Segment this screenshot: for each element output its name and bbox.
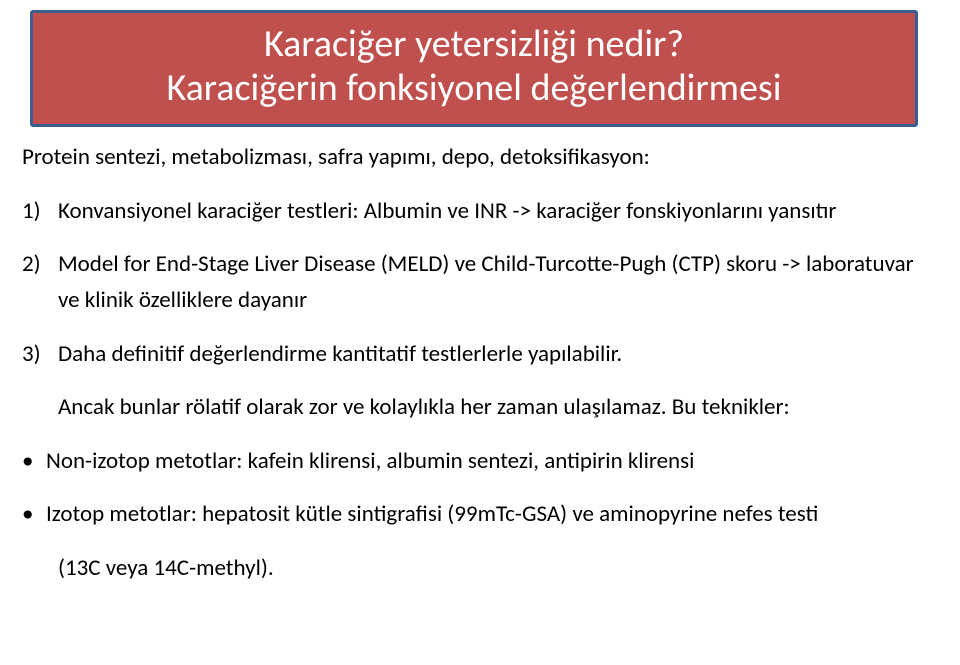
numbered-item-2: 2) Model for End-Stage Liver Disease (ME… — [22, 247, 938, 318]
item-number: 2) — [22, 247, 58, 318]
bullet-mark: • — [22, 497, 46, 533]
title-line-1: Karaciğer yetersizliği nedir? — [45, 23, 903, 67]
bullet-mark: • — [22, 444, 46, 480]
bullet-item-1: • Non-izotop metotlar: kafein klirensi, … — [22, 444, 938, 480]
item-number: 3) — [22, 337, 58, 373]
closing-line: (13C veya 14C-methyl). — [58, 551, 938, 587]
item-text: Daha definitif değerlendirme kantitatif … — [58, 337, 938, 373]
numbered-item-1: 1) Konvansiyonel karaciğer testleri: Alb… — [22, 194, 938, 230]
numbered-item-3: 3) Daha definitif değerlendirme kantitat… — [22, 337, 938, 373]
bullet-text: Izotop metotlar: hepatosit kütle sintigr… — [46, 497, 938, 533]
item-text: Konvansiyonel karaciğer testleri: Albumi… — [58, 194, 938, 230]
bullet-item-2: • Izotop metotlar: hepatosit kütle sinti… — [22, 497, 938, 533]
sentence-line: Ancak bunlar rölatif olarak zor ve kolay… — [58, 390, 938, 426]
item-text: Model for End-Stage Liver Disease (MELD)… — [58, 247, 938, 318]
bullet-text: Non-izotop metotlar: kafein klirensi, al… — [46, 444, 938, 480]
title-box: Karaciğer yetersizliği nedir? Karaciğeri… — [30, 10, 918, 127]
body-text: Protein sentezi, metabolizması, safra ya… — [22, 140, 938, 587]
slide: Karaciğer yetersizliği nedir? Karaciğeri… — [0, 0, 960, 665]
item-number: 1) — [22, 194, 58, 230]
title-line-2: Karaciğerin fonksiyonel değerlendirmesi — [45, 67, 903, 111]
intro-line: Protein sentezi, metabolizması, safra ya… — [22, 140, 938, 176]
